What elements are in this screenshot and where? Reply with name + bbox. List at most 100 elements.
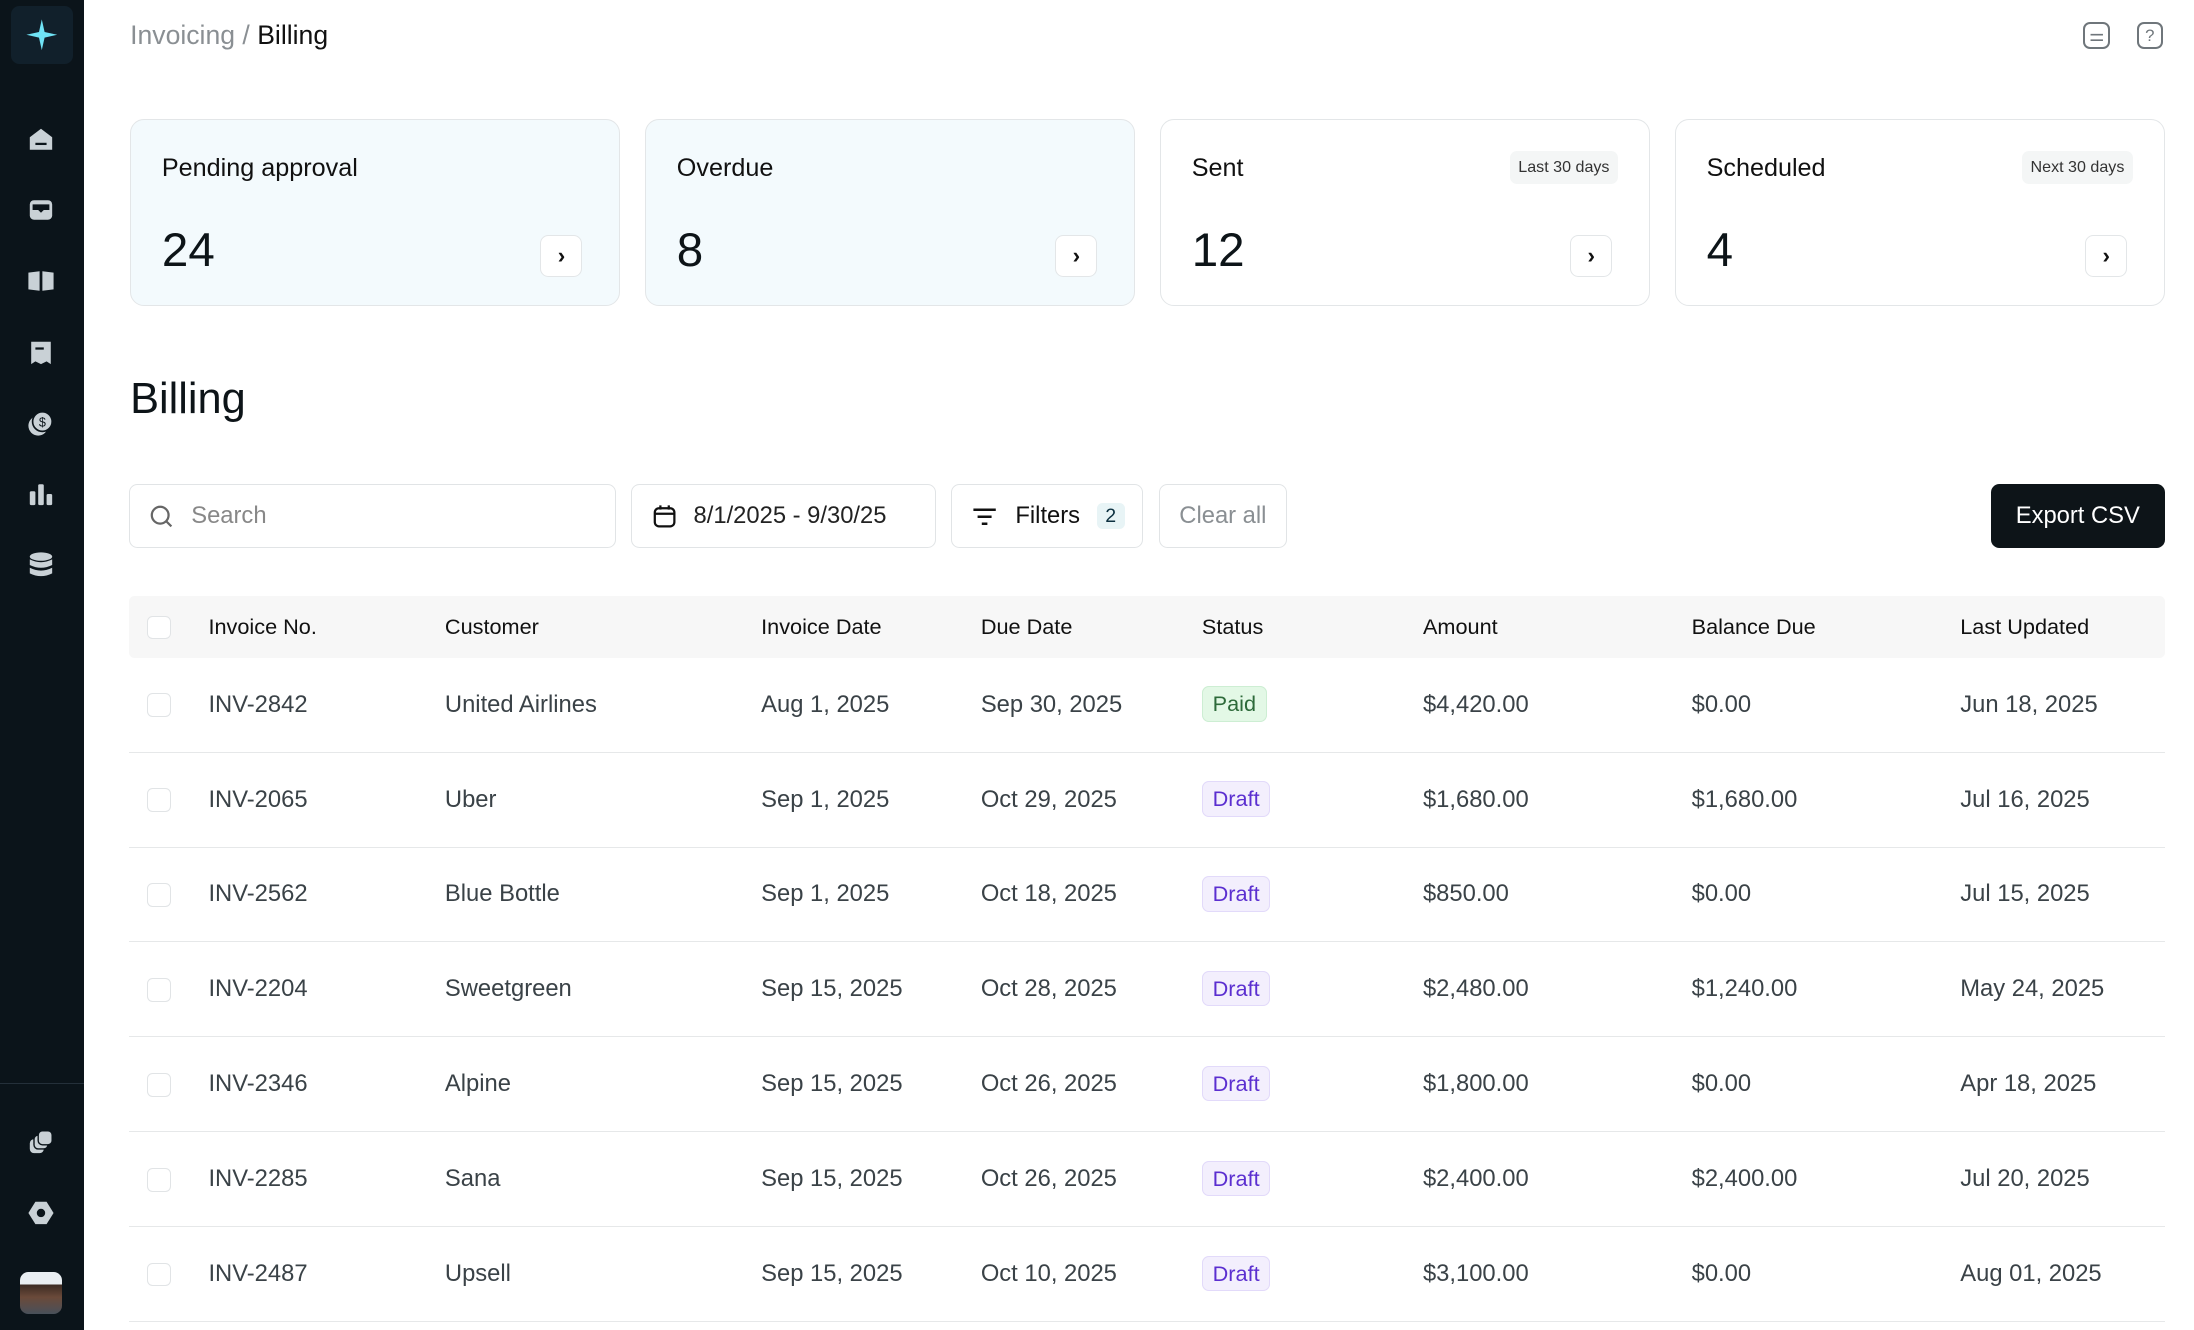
cell-due-date: Oct 26, 2025 <box>980 1165 1117 1192</box>
row-checkbox[interactable] <box>146 1072 171 1097</box>
row-checkbox[interactable] <box>146 788 171 813</box>
cell-due-date: Oct 29, 2025 <box>980 785 1117 813</box>
book-icon[interactable] <box>25 266 56 297</box>
cell-status: Draft <box>1201 1160 1271 1197</box>
card-overdue[interactable]: Overdue 8 › <box>645 118 1135 307</box>
cell-due-date: Oct 28, 2025 <box>980 975 1117 1003</box>
header-last-updated[interactable]: Last Updated <box>1960 613 2090 639</box>
cell-status: Draft <box>1201 971 1271 1007</box>
filter-icon <box>973 508 996 525</box>
calendar-icon <box>653 505 676 528</box>
cell-amount: $850.00 <box>1422 880 1509 908</box>
search-icon <box>150 505 173 527</box>
card-value: 12 <box>1191 224 1245 278</box>
card-label: Overdue <box>676 153 774 182</box>
table-row[interactable]: INV-2842 United Airlines Aug 1, 2025 Sep 30… <box>128 658 2165 753</box>
cell-status: Draft <box>1201 1065 1271 1102</box>
cell-customer: Blue Bottle <box>444 880 560 908</box>
chevron-right-icon[interactable]: › <box>1055 234 1098 277</box>
header-due-date[interactable]: Due Date <box>980 613 1073 639</box>
row-checkbox[interactable] <box>146 693 171 718</box>
chart-icon[interactable] <box>25 479 56 510</box>
cell-balance-due: $2,400.00 <box>1691 1165 1798 1192</box>
coins-icon[interactable]: $ <box>25 407 56 438</box>
chevron-right-icon[interactable]: › <box>1570 234 1613 277</box>
cell-due-date: Oct 18, 2025 <box>980 880 1117 908</box>
cell-amount: $1,680.00 <box>1422 785 1529 813</box>
cell-invoice-no: INV-2204 <box>208 975 308 1003</box>
search-input[interactable]: Search <box>128 484 616 549</box>
help-icon[interactable]: ? <box>2136 22 2164 49</box>
cell-amount: $2,400.00 <box>1422 1165 1529 1192</box>
card-sent[interactable]: Sent Last 30 days 12 › <box>1159 118 1650 307</box>
logo-icon[interactable] <box>11 5 73 65</box>
card-scheduled[interactable]: Scheduled Next 30 days 4 › <box>1674 118 2165 307</box>
cell-invoice-no: INV-2065 <box>208 785 308 813</box>
table-header: Invoice No. Customer Invoice Date Due Da… <box>128 596 2165 658</box>
cell-invoice-date: Sep 1, 2025 <box>761 880 890 908</box>
cell-due-date: Oct 10, 2025 <box>980 1259 1117 1287</box>
svg-text:$: $ <box>38 415 45 429</box>
table-row[interactable]: INV-2562 Blue Bottle Sep 1, 2025 Oct 18, 20… <box>128 847 2165 943</box>
avatar[interactable] <box>19 1271 62 1314</box>
chevron-right-icon[interactable]: › <box>540 234 583 277</box>
cell-balance-due: $0.00 <box>1691 1259 1752 1287</box>
cell-customer: Upsell <box>444 1259 511 1287</box>
filters-button[interactable]: Filters 2 <box>951 484 1144 549</box>
status-badge: Draft <box>1201 781 1271 817</box>
cell-balance-due: $0.00 <box>1691 1070 1752 1098</box>
cell-status: Paid <box>1201 686 1267 722</box>
header-balance-due[interactable]: Balance Due <box>1691 613 1816 639</box>
clear-all-button[interactable]: Clear all <box>1158 484 1288 549</box>
card-label: Scheduled <box>1706 153 1826 182</box>
status-badge: Draft <box>1201 1160 1271 1197</box>
row-checkbox[interactable] <box>146 1167 171 1192</box>
inbox-icon[interactable] <box>25 194 56 225</box>
breadcrumb-parent[interactable]: Invoicing <box>130 19 236 50</box>
card-pending-approval[interactable]: Pending approval 24 › <box>130 118 620 307</box>
row-checkbox[interactable] <box>146 978 171 1002</box>
cell-balance-due: $0.00 <box>1691 880 1752 908</box>
export-csv-button[interactable]: Export CSV <box>1991 484 2165 549</box>
table-row[interactable]: INV-2487 Upsell Sep 15, 2025 Oct 10, 2025 Dr… <box>128 1227 2165 1322</box>
date-range-picker[interactable]: 8/1/2025 - 9/30/25 <box>631 484 937 549</box>
header-amount[interactable]: Amount <box>1422 613 1498 639</box>
table-row[interactable]: INV-2346 Alpine Sep 15, 2025 Oct 26, 2025 Dr… <box>128 1037 2165 1133</box>
card-label: Pending approval <box>161 153 358 182</box>
card-value: 4 <box>1706 224 1734 278</box>
breadcrumb: Invoicing / Billing <box>130 20 328 51</box>
row-checkbox[interactable] <box>146 1262 171 1287</box>
status-badge: Draft <box>1201 876 1271 912</box>
breadcrumb-separator: / <box>242 19 250 50</box>
header-invoice-no[interactable]: Invoice No. <box>208 613 317 639</box>
cell-invoice-no: INV-2346 <box>208 1070 308 1098</box>
status-badge: Paid <box>1201 686 1267 722</box>
filters-label: Filters <box>1015 502 1081 530</box>
cell-customer: Alpine <box>444 1070 511 1098</box>
cell-amount: $3,100.00 <box>1422 1259 1529 1287</box>
home-icon[interactable] <box>25 125 56 156</box>
cell-customer: Sana <box>444 1165 501 1192</box>
table-row[interactable]: INV-2285 Sana Sep 15, 2025 Oct 26, 2025 Draf… <box>128 1132 2165 1228</box>
cell-last-updated: Jul 16, 2025 <box>1960 785 2090 813</box>
chevron-right-icon[interactable]: › <box>2085 234 2128 277</box>
settings-sliders-icon[interactable]: ⚌ <box>2083 22 2110 49</box>
table-row[interactable]: INV-2065 Uber Sep 1, 2025 Oct 29, 2025 Draft… <box>128 752 2165 848</box>
header-invoice-date[interactable]: Invoice Date <box>761 613 882 639</box>
database-icon[interactable] <box>25 550 56 581</box>
settings-icon[interactable] <box>25 1198 56 1229</box>
cell-status: Draft <box>1201 876 1271 912</box>
cell-balance-due: $1,680.00 <box>1691 785 1798 813</box>
cell-invoice-no: INV-2487 <box>208 1259 308 1287</box>
header-customer[interactable]: Customer <box>444 613 539 639</box>
table-row[interactable]: INV-2204 Sweetgreen Sep 15, 2025 Oct 28, 20… <box>128 942 2165 1038</box>
receipt-icon[interactable] <box>25 337 56 368</box>
header-status[interactable]: Status <box>1201 613 1264 639</box>
cell-invoice-no: INV-2842 <box>208 690 308 718</box>
row-checkbox[interactable] <box>146 883 171 907</box>
cell-invoice-date: Sep 15, 2025 <box>761 1165 903 1192</box>
select-all-checkbox[interactable] <box>146 615 171 640</box>
cell-customer: Sweetgreen <box>444 975 572 1003</box>
search-placeholder: Search <box>191 502 267 530</box>
layers-icon[interactable] <box>25 1126 56 1157</box>
